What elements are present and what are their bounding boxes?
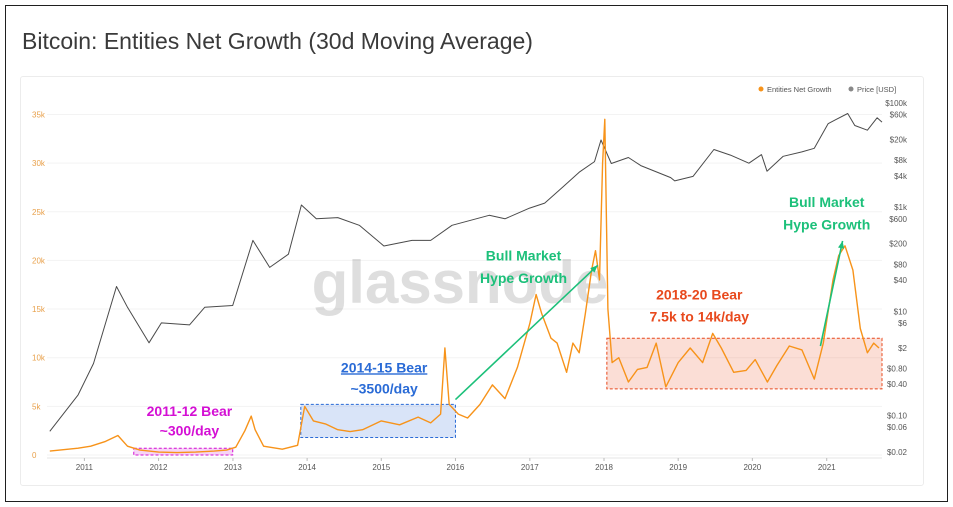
y-right-tick-label: $40 — [894, 276, 908, 285]
trend-arrow-head — [838, 240, 845, 249]
y-right-tick-label: $100k — [885, 99, 908, 108]
y-right-tick-label: $2 — [898, 344, 907, 353]
y-right-tick-label: $20k — [890, 135, 908, 144]
x-tick-label: 2018 — [595, 463, 613, 472]
annotation-label: Hype Growth — [480, 270, 567, 286]
x-tick-label: 2012 — [150, 463, 168, 472]
y-right-tick-label: $0.10 — [887, 412, 908, 421]
y-left-tick-label: 10k — [32, 354, 46, 363]
y-right-tick-label: $6 — [898, 319, 907, 328]
legend-marker — [848, 86, 854, 92]
y-right-tick-label: $0.06 — [887, 423, 908, 432]
y-left-tick-label: 0 — [32, 451, 37, 460]
y-left-tick-label: 30k — [32, 159, 46, 168]
annotation-label: Bull Market — [789, 194, 865, 210]
y-left-tick-label: 25k — [32, 208, 46, 217]
legend-label[interactable]: Entities Net Growth — [767, 85, 832, 94]
x-tick-label: 2015 — [372, 463, 390, 472]
annotation-box — [606, 337, 883, 390]
y-right-tick-label: $0.02 — [887, 448, 908, 457]
annotation-box — [300, 403, 456, 438]
y-left-tick-label: 15k — [32, 305, 46, 314]
y-right-tick-label: $1k — [894, 203, 908, 212]
y-right-tick-label: $0.80 — [887, 365, 908, 374]
y-left-tick-label: 5k — [32, 402, 41, 411]
y-right-tick-label: $0.40 — [887, 380, 908, 389]
x-tick-label: 2020 — [743, 463, 761, 472]
x-tick-label: 2021 — [818, 463, 836, 472]
annotation-label: 2014-15 Bear — [341, 359, 428, 375]
annotation-label: ~3500/day — [350, 381, 418, 397]
annotation-label: Hype Growth — [783, 216, 870, 232]
legend-label[interactable]: Price [USD] — [857, 85, 896, 94]
annotation-label: 7.5k to 14k/day — [649, 309, 749, 325]
x-tick-label: 2019 — [669, 463, 687, 472]
x-tick-label: 2017 — [521, 463, 539, 472]
trend-arrow-head — [590, 265, 598, 273]
annotation-box — [133, 447, 234, 456]
y-right-tick-label: $200 — [889, 240, 907, 249]
y-right-tick-label: $600 — [889, 215, 907, 224]
x-tick-label: 2011 — [76, 463, 94, 472]
y-right-tick-label: $8k — [894, 156, 908, 165]
y-right-tick-label: $4k — [894, 172, 908, 181]
x-tick-label: 2013 — [224, 463, 242, 472]
x-tick-label: 2016 — [447, 463, 465, 472]
y-right-tick-label: $80 — [894, 260, 908, 269]
chart-panel — [20, 76, 924, 486]
annotation-label: Bull Market — [486, 247, 562, 263]
page-title: Bitcoin: Entities Net Growth (30d Moving… — [22, 28, 533, 54]
annotation-label: 2018-20 Bear — [656, 286, 743, 302]
price-series-line — [49, 113, 883, 432]
y-left-tick-label: 20k — [32, 256, 46, 265]
trend-arrow — [819, 240, 844, 347]
y-right-tick-label: $60k — [890, 111, 908, 120]
trend-arrow — [454, 264, 599, 401]
watermark: glassnode — [312, 249, 609, 316]
x-tick-label: 2014 — [298, 463, 316, 472]
y-left-tick-label: 35k — [32, 110, 46, 119]
entities-net-growth-series-line — [49, 118, 880, 454]
annotation-label: ~300/day — [160, 423, 220, 439]
legend-marker — [758, 86, 764, 92]
annotation-label: 2011-12 Bear — [147, 403, 233, 419]
y-right-tick-label: $10 — [894, 307, 908, 316]
